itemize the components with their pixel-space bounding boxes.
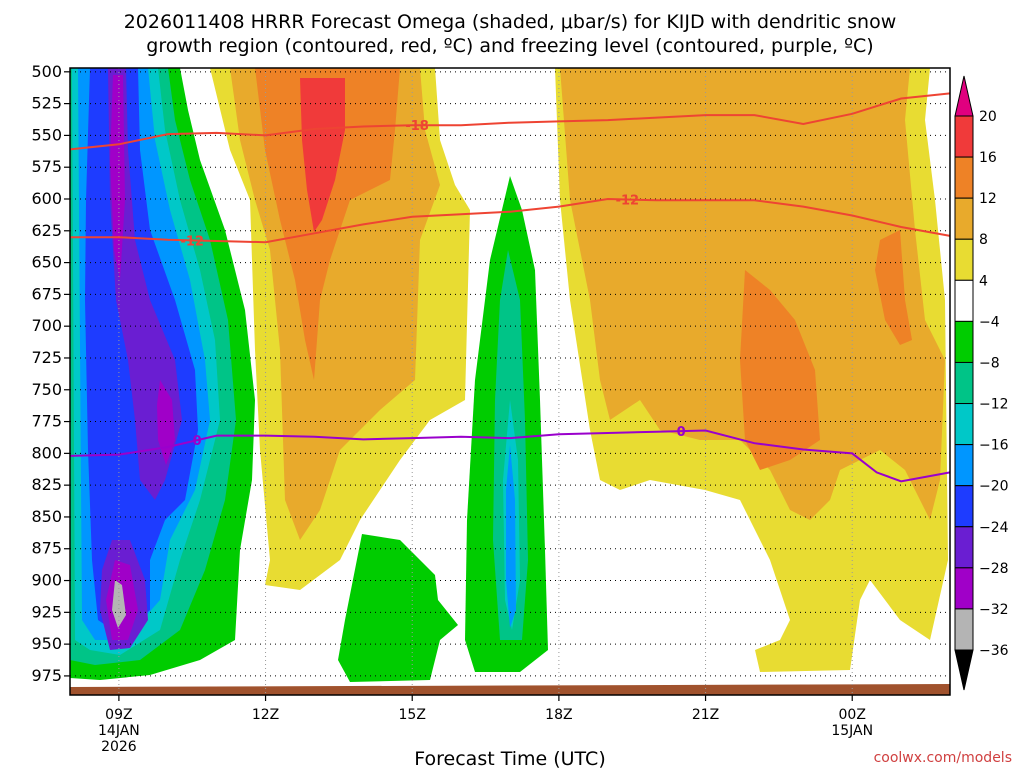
colorbar-label: 4: [979, 273, 988, 289]
x-axis-label: Forecast Time (UTC): [414, 748, 605, 768]
colorbar-bin: [954, 485, 974, 528]
omega-area-red: [300, 78, 345, 232]
contour-label-freezing-level-0: 0: [677, 425, 686, 440]
colorbar-bin: [954, 320, 974, 363]
x-tick-label: 15Z: [399, 707, 426, 723]
y-tick-label: 925: [31, 602, 62, 621]
colorbar-label: −4: [979, 314, 1000, 330]
colorbar-label: 20: [979, 109, 997, 125]
y-tick-label: 725: [31, 348, 62, 367]
colorbar-label: −12: [979, 397, 1009, 413]
grid-lines: [70, 68, 950, 695]
colorbar-label: 12: [979, 191, 997, 207]
contour-line-dgz-minus18: [69, 92, 951, 151]
colorbar-bin: [954, 197, 974, 240]
colorbar-bin: [954, 608, 974, 651]
y-tick-label: 550: [31, 125, 62, 144]
y-tick-label: 875: [31, 539, 62, 558]
x-tick-label: 21Z: [692, 707, 719, 723]
contour-label-dgz-minus12: -12: [616, 194, 640, 209]
colorbar-label: −36: [979, 643, 1009, 659]
contour-line-freezing-level-0: [69, 429, 951, 483]
omega-area-green-mid-1: [338, 534, 458, 682]
omega-area-magenta2-west: [157, 380, 175, 465]
y-tick-label: 900: [31, 571, 62, 590]
x-tick-date: 15JAN: [831, 723, 873, 739]
colorbar-label: −28: [979, 561, 1009, 577]
y-tick-label: 525: [31, 94, 62, 113]
colorbar-arrow-top: [954, 75, 974, 117]
omega-area-magenta-west: [110, 75, 125, 280]
y-tick-label: 750: [31, 380, 62, 399]
colorbar: 20 16 12 8 4 −4 −8 −12 −16 −20 −24 −28 −32 −36: [954, 75, 1009, 691]
colorbar-bin: [954, 361, 974, 405]
colorbar-bin: [954, 403, 974, 446]
omega-area-orange-1: [255, 68, 400, 380]
y-tick-label: 800: [31, 443, 62, 462]
y-tick-label: 625: [31, 221, 62, 240]
colorbar-label: −24: [979, 520, 1009, 536]
colorbar-bin: [954, 444, 974, 487]
y-axis-ticks: 500 525 550 575 600 625 650 675 700 725 750 775 800 8…: [31, 62, 70, 685]
chart-title-line1: 2026011408 HRRR Forecast Omega (shaded, …: [124, 11, 897, 33]
omega-area-blue-mid: [506, 445, 516, 628]
colorbar-label: −16: [979, 438, 1009, 454]
x-tick-label: 18Z: [545, 707, 572, 723]
y-tick-label: 675: [31, 284, 62, 303]
colorbar-label: 8: [979, 232, 988, 248]
omega-area-orange-2: [740, 270, 820, 470]
colorbar-bin: [954, 115, 974, 158]
y-tick-label: 975: [31, 666, 62, 685]
colorbar-label: −8: [979, 355, 1000, 371]
colorbar-bin: [954, 567, 974, 610]
colorbar-arrow-bottom: [954, 649, 974, 691]
colorbar-label: −20: [979, 479, 1009, 495]
y-tick-label: 950: [31, 634, 62, 653]
x-tick-label: 09Z: [105, 707, 132, 723]
contour-label-dgz-minus12: -12: [180, 234, 204, 249]
y-tick-label: 650: [31, 253, 62, 272]
y-tick-label: 700: [31, 316, 62, 335]
y-tick-label: 600: [31, 189, 62, 208]
colorbar-bin: [954, 279, 974, 322]
ground-terrain: [70, 684, 950, 695]
y-tick-label: 850: [31, 507, 62, 526]
credit-text: coolwx.com/models: [874, 750, 1012, 766]
colorbar-label: −32: [979, 602, 1009, 618]
colorbar-bin: [954, 156, 974, 199]
contour-label-dgz-minus18: -18: [405, 119, 429, 134]
y-tick-label: 575: [31, 157, 62, 176]
temperature-contours: -18 -12 -12 0 0: [69, 92, 951, 483]
colorbar-label: 16: [979, 150, 997, 166]
colorbar-bin: [954, 526, 974, 569]
x-tick-label: 12Z: [252, 707, 279, 723]
x-tick-date: 14JAN: [98, 723, 140, 739]
chart-title-line2: growth region (contoured, red, ºC) and f…: [146, 35, 873, 57]
x-tick-label: 00Z: [839, 707, 866, 723]
contour-label-freezing-level-0: 0: [193, 434, 202, 449]
colorbar-bin: [954, 238, 974, 281]
omega-shading: [70, 68, 950, 695]
y-tick-label: 825: [31, 475, 62, 494]
contour-line-dgz-minus12: [70, 197, 951, 244]
y-tick-label: 775: [31, 412, 62, 431]
plot-frame: [69, 67, 951, 696]
y-tick-label: 500: [31, 62, 62, 81]
omega-area-orange-3: [875, 230, 912, 345]
x-tick-year: 2026: [101, 739, 137, 755]
